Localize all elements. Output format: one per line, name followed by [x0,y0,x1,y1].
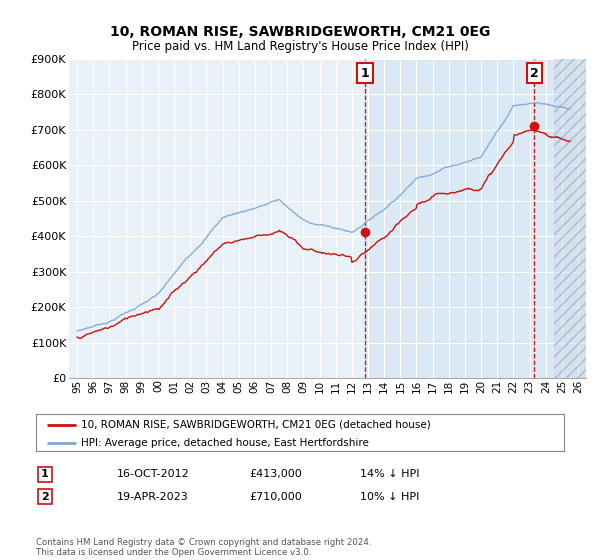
Text: 1: 1 [361,67,369,80]
Text: 19-APR-2023: 19-APR-2023 [117,492,189,502]
Text: Price paid vs. HM Land Registry's House Price Index (HPI): Price paid vs. HM Land Registry's House … [131,40,469,53]
Bar [554,59,586,378]
Bar [554,59,586,378]
Text: HPI: Average price, detached house, East Hertfordshire: HPI: Average price, detached house, East… [81,438,369,448]
Text: 10, ROMAN RISE, SAWBRIDGEWORTH, CM21 0EG (detached house): 10, ROMAN RISE, SAWBRIDGEWORTH, CM21 0EG… [81,419,431,430]
Text: 10, ROMAN RISE, SAWBRIDGEWORTH, CM21 0EG: 10, ROMAN RISE, SAWBRIDGEWORTH, CM21 0EG [110,25,490,39]
Bar [554,59,586,378]
Text: £413,000: £413,000 [249,469,302,479]
Text: Contains HM Land Registry data © Crown copyright and database right 2024.
This d: Contains HM Land Registry data © Crown c… [36,538,371,557]
Text: 10% ↓ HPI: 10% ↓ HPI [360,492,419,502]
Text: 2: 2 [530,67,539,80]
Text: £710,000: £710,000 [249,492,302,502]
Text: 1: 1 [41,469,49,479]
Text: 14% ↓ HPI: 14% ↓ HPI [360,469,419,479]
Text: 16-OCT-2012: 16-OCT-2012 [117,469,190,479]
Text: 2: 2 [41,492,49,502]
Bar [365,59,586,378]
